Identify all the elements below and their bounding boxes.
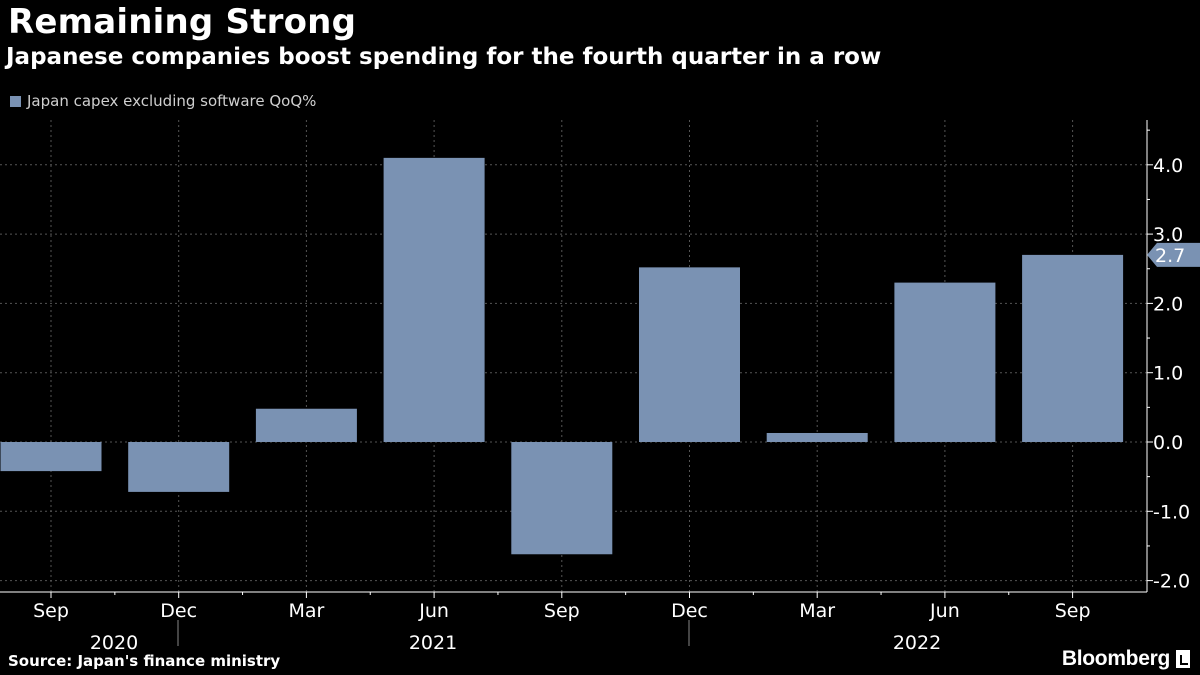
legend-label: Japan capex excluding software QoQ%: [27, 92, 317, 110]
bar: [766, 432, 868, 442]
y-tick-label: 3.0: [1153, 224, 1183, 246]
legend-swatch: [10, 95, 21, 107]
last-value-label: 2.7: [1155, 245, 1185, 267]
x-tick-label: Sep: [544, 600, 580, 622]
x-tick-label: Jun: [929, 600, 960, 622]
bar: [0, 442, 102, 472]
chart-subtitle: Japanese companies boost spending for th…: [6, 44, 882, 70]
y-tick-label: 4.0: [1153, 155, 1183, 177]
bar: [255, 408, 357, 442]
chart-title: Remaining Strong: [8, 2, 357, 42]
x-tick-label: Sep: [1055, 600, 1091, 622]
x-tick-label: Dec: [160, 600, 197, 622]
bloomberg-badge-icon: [1176, 650, 1190, 668]
year-label: 2021: [409, 632, 457, 654]
x-tick-label: Sep: [33, 600, 69, 622]
bloomberg-logo: Bloomberg: [1062, 647, 1190, 671]
source-note: Source: Japan's finance ministry: [8, 652, 281, 670]
bar: [511, 442, 613, 555]
year-label: 2022: [893, 632, 941, 654]
bar: [639, 267, 740, 442]
bar: [894, 282, 996, 442]
x-tick-label: Mar: [288, 600, 324, 622]
legend: Japan capex excluding software QoQ%: [10, 92, 316, 110]
y-tick-label: 0.0: [1153, 432, 1183, 454]
year-label: 2020: [90, 632, 138, 654]
x-tick-label: Jun: [418, 600, 449, 622]
last-value-flag: [1147, 242, 1200, 267]
x-tick-label: Mar: [799, 600, 835, 622]
bar: [383, 157, 485, 442]
y-tick-label: 1.0: [1153, 363, 1183, 385]
y-tick-label: -1.0: [1153, 501, 1190, 523]
bar: [1022, 254, 1124, 442]
y-tick-label: 2.0: [1153, 293, 1183, 315]
x-tick-label: Dec: [671, 600, 708, 622]
brand-name: Bloomberg: [1061, 647, 1170, 670]
y-tick-label: -2.0: [1153, 571, 1190, 593]
bar: [128, 442, 230, 492]
